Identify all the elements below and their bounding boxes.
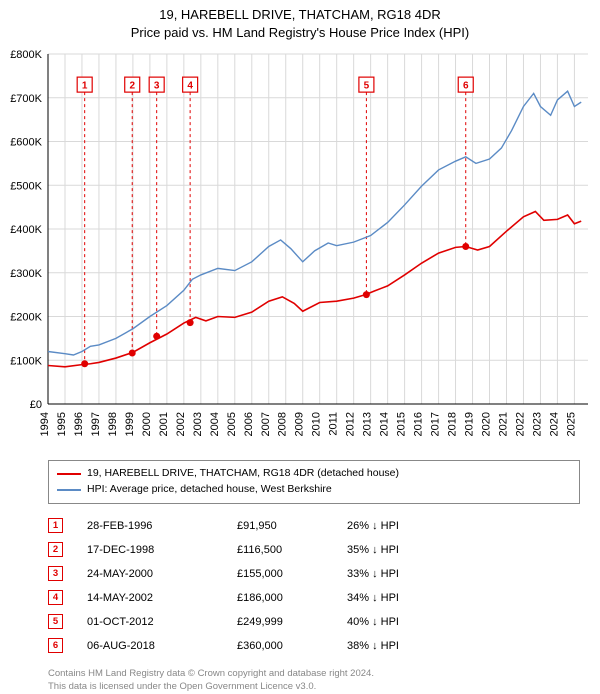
svg-text:£500K: £500K [10, 181, 42, 193]
svg-text:£800K: £800K [10, 49, 42, 61]
svg-text:2015: 2015 [396, 412, 408, 436]
svg-text:£700K: £700K [10, 93, 42, 105]
svg-text:2014: 2014 [379, 412, 391, 436]
chart-area: £0 £100K £200K £300K £400K £500K £600K £700K £80… [0, 46, 600, 456]
sale-date: 06-AUG-2018 [87, 640, 237, 652]
svg-text:1: 1 [82, 81, 88, 92]
sale-marker: 5 [48, 614, 63, 629]
sales-row: 3 24-MAY-2000£155,00033% ↓ HPI [48, 562, 580, 586]
svg-text:2001: 2001 [158, 412, 170, 436]
svg-text:1996: 1996 [73, 412, 85, 436]
svg-text:2011: 2011 [328, 412, 340, 436]
svg-text:2017: 2017 [430, 412, 442, 436]
svg-text:£100K: £100K [10, 356, 42, 368]
chart-title-main: 19, HAREBELL DRIVE, THATCHAM, RG18 4DR [0, 6, 600, 24]
svg-text:2006: 2006 [243, 412, 255, 436]
sale-date: 28-FEB-1996 [87, 520, 237, 532]
sale-price: £249,999 [237, 616, 347, 628]
sales-row: 2 17-DEC-1998£116,50035% ↓ HPI [48, 538, 580, 562]
legend: 19, HAREBELL DRIVE, THATCHAM, RG18 4DR (… [48, 460, 580, 504]
sale-date: 17-DEC-1998 [87, 544, 237, 556]
sale-marker: 4 [48, 590, 63, 605]
sales-row: 1 28-FEB-1996£91,95026% ↓ HPI [48, 514, 580, 538]
svg-text:2002: 2002 [175, 412, 187, 436]
legend-swatch [57, 473, 81, 475]
svg-text:2010: 2010 [311, 412, 323, 436]
svg-text:2012: 2012 [345, 412, 357, 436]
svg-text:2005: 2005 [226, 412, 238, 436]
legend-label: 19, HAREBELL DRIVE, THATCHAM, RG18 4DR (… [87, 466, 399, 482]
footer-line-1: Contains HM Land Registry data © Crown c… [48, 668, 580, 681]
svg-text:6: 6 [463, 81, 469, 92]
legend-swatch [57, 489, 81, 491]
svg-text:2024: 2024 [548, 412, 560, 436]
svg-text:2020: 2020 [481, 412, 493, 436]
sale-diff: 40% ↓ HPI [347, 616, 467, 628]
legend-label: HPI: Average price, detached house, West… [87, 482, 332, 498]
sales-table: 1 28-FEB-1996£91,95026% ↓ HPI 2 17-DEC-1998… [48, 514, 580, 658]
svg-text:£300K: £300K [10, 268, 42, 280]
sale-marker: 6 [48, 638, 63, 653]
svg-text:2022: 2022 [514, 412, 526, 436]
sale-price: £116,500 [237, 544, 347, 556]
legend-row: HPI: Average price, detached house, West… [57, 482, 571, 498]
footer-note: Contains HM Land Registry data © Crown c… [48, 668, 580, 694]
svg-text:£400K: £400K [10, 224, 42, 236]
svg-text:3: 3 [154, 81, 160, 92]
svg-text:2016: 2016 [413, 412, 425, 436]
sale-diff: 35% ↓ HPI [347, 544, 467, 556]
chart-svg: £0 £100K £200K £300K £400K £500K £600K £700K £80… [0, 46, 600, 456]
svg-text:2008: 2008 [277, 412, 289, 436]
svg-text:2018: 2018 [447, 412, 459, 436]
sale-price: £360,000 [237, 640, 347, 652]
legend-row: 19, HAREBELL DRIVE, THATCHAM, RG18 4DR (… [57, 466, 571, 482]
sale-diff: 33% ↓ HPI [347, 568, 467, 580]
svg-text:1997: 1997 [90, 412, 102, 436]
sale-diff: 26% ↓ HPI [347, 520, 467, 532]
sales-row: 4 14-MAY-2002£186,00034% ↓ HPI [48, 586, 580, 610]
svg-text:2023: 2023 [531, 412, 543, 436]
sales-row: 5 01-OCT-2012£249,99940% ↓ HPI [48, 610, 580, 634]
sale-price: £91,950 [237, 520, 347, 532]
svg-text:4: 4 [187, 81, 193, 92]
svg-text:1998: 1998 [107, 412, 119, 436]
svg-text:2000: 2000 [141, 412, 153, 436]
svg-text:5: 5 [364, 81, 370, 92]
sale-marker: 3 [48, 566, 63, 581]
svg-text:2007: 2007 [260, 412, 272, 436]
svg-text:2004: 2004 [209, 412, 221, 436]
svg-text:2009: 2009 [294, 412, 306, 436]
sale-marker: 2 [48, 542, 63, 557]
svg-text:£600K: £600K [10, 137, 42, 149]
svg-text:2003: 2003 [192, 412, 204, 436]
sale-date: 14-MAY-2002 [87, 592, 237, 604]
sale-price: £186,000 [237, 592, 347, 604]
svg-text:2: 2 [129, 81, 135, 92]
svg-text:2025: 2025 [565, 412, 577, 436]
svg-text:1995: 1995 [56, 412, 68, 436]
sale-date: 24-MAY-2000 [87, 568, 237, 580]
svg-text:£200K: £200K [10, 312, 42, 324]
sale-marker: 1 [48, 518, 63, 533]
sale-diff: 38% ↓ HPI [347, 640, 467, 652]
svg-text:2013: 2013 [362, 412, 374, 436]
svg-text:£0: £0 [30, 399, 42, 411]
svg-text:2021: 2021 [497, 412, 509, 436]
chart-title-block: 19, HAREBELL DRIVE, THATCHAM, RG18 4DR P… [0, 0, 600, 46]
sales-row: 6 06-AUG-2018£360,00038% ↓ HPI [48, 634, 580, 658]
svg-text:1999: 1999 [124, 412, 136, 436]
sale-price: £155,000 [237, 568, 347, 580]
sale-diff: 34% ↓ HPI [347, 592, 467, 604]
sale-date: 01-OCT-2012 [87, 616, 237, 628]
svg-text:2019: 2019 [464, 412, 476, 436]
footer-line-2: This data is licensed under the Open Gov… [48, 681, 580, 694]
chart-title-sub: Price paid vs. HM Land Registry's House … [0, 24, 600, 42]
svg-text:1994: 1994 [39, 412, 51, 436]
